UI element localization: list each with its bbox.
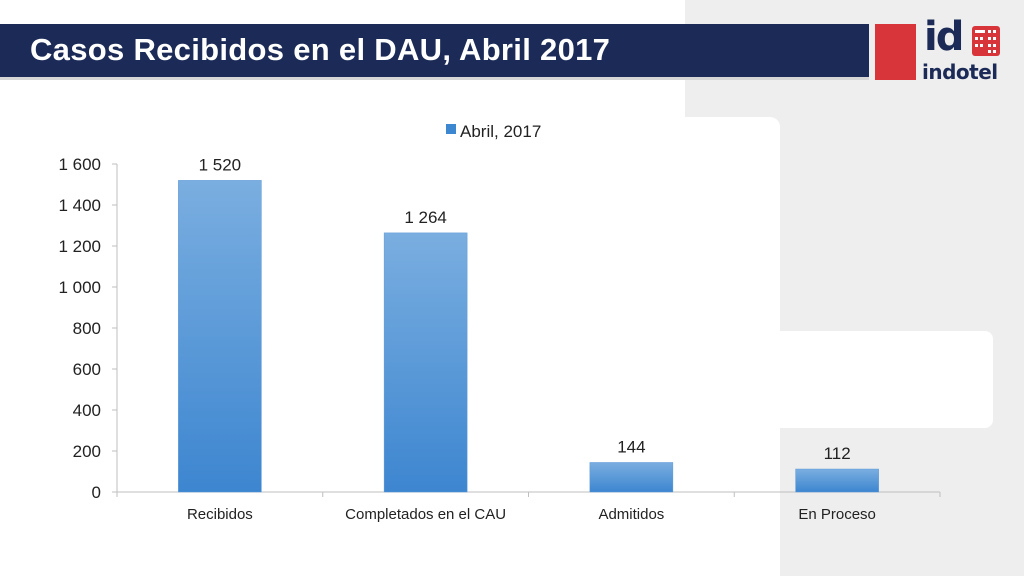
bar bbox=[589, 462, 674, 493]
title-bar: Casos Recibidos en el DAU, Abril 2017 bbox=[0, 24, 869, 80]
indotel-logo: id indotel bbox=[922, 14, 1002, 86]
background-box bbox=[726, 331, 993, 428]
y-tick-label: 200 bbox=[73, 442, 101, 461]
bar bbox=[178, 180, 262, 493]
bar bbox=[795, 468, 879, 493]
legend-label: Abril, 2017 bbox=[460, 122, 541, 141]
y-tick-label: 1 200 bbox=[58, 237, 101, 256]
x-tick-label: Recibidos bbox=[187, 506, 253, 523]
x-tick-label: En Proceso bbox=[798, 506, 876, 523]
y-tick-label: 1 600 bbox=[58, 155, 101, 174]
y-tick-label: 0 bbox=[92, 483, 101, 502]
y-tick-label: 400 bbox=[73, 401, 101, 420]
y-tick-label: 600 bbox=[73, 360, 101, 379]
data-label: 1 264 bbox=[404, 208, 447, 227]
y-tick-label: 800 bbox=[73, 319, 101, 338]
logo-name: indotel bbox=[922, 60, 998, 84]
data-label: 144 bbox=[617, 437, 645, 456]
slide-title: Casos Recibidos en el DAU, Abril 2017 bbox=[30, 32, 611, 67]
background-bottom bbox=[685, 495, 780, 576]
y-tick-label: 1 400 bbox=[58, 196, 101, 215]
x-tick-label: Admitidos bbox=[598, 506, 664, 523]
data-label: 1 520 bbox=[199, 155, 242, 174]
data-label: 112 bbox=[824, 444, 851, 463]
bar bbox=[383, 232, 468, 493]
logo-grid-icon bbox=[972, 26, 1000, 56]
y-tick-label: 1 000 bbox=[58, 278, 101, 297]
x-tick-label: Completados en el CAU bbox=[345, 506, 506, 523]
logo-red-block bbox=[875, 24, 916, 80]
logo-mark: id bbox=[924, 14, 964, 60]
legend-swatch bbox=[446, 124, 456, 134]
chart-legend: Abril, 2017 bbox=[446, 122, 541, 141]
